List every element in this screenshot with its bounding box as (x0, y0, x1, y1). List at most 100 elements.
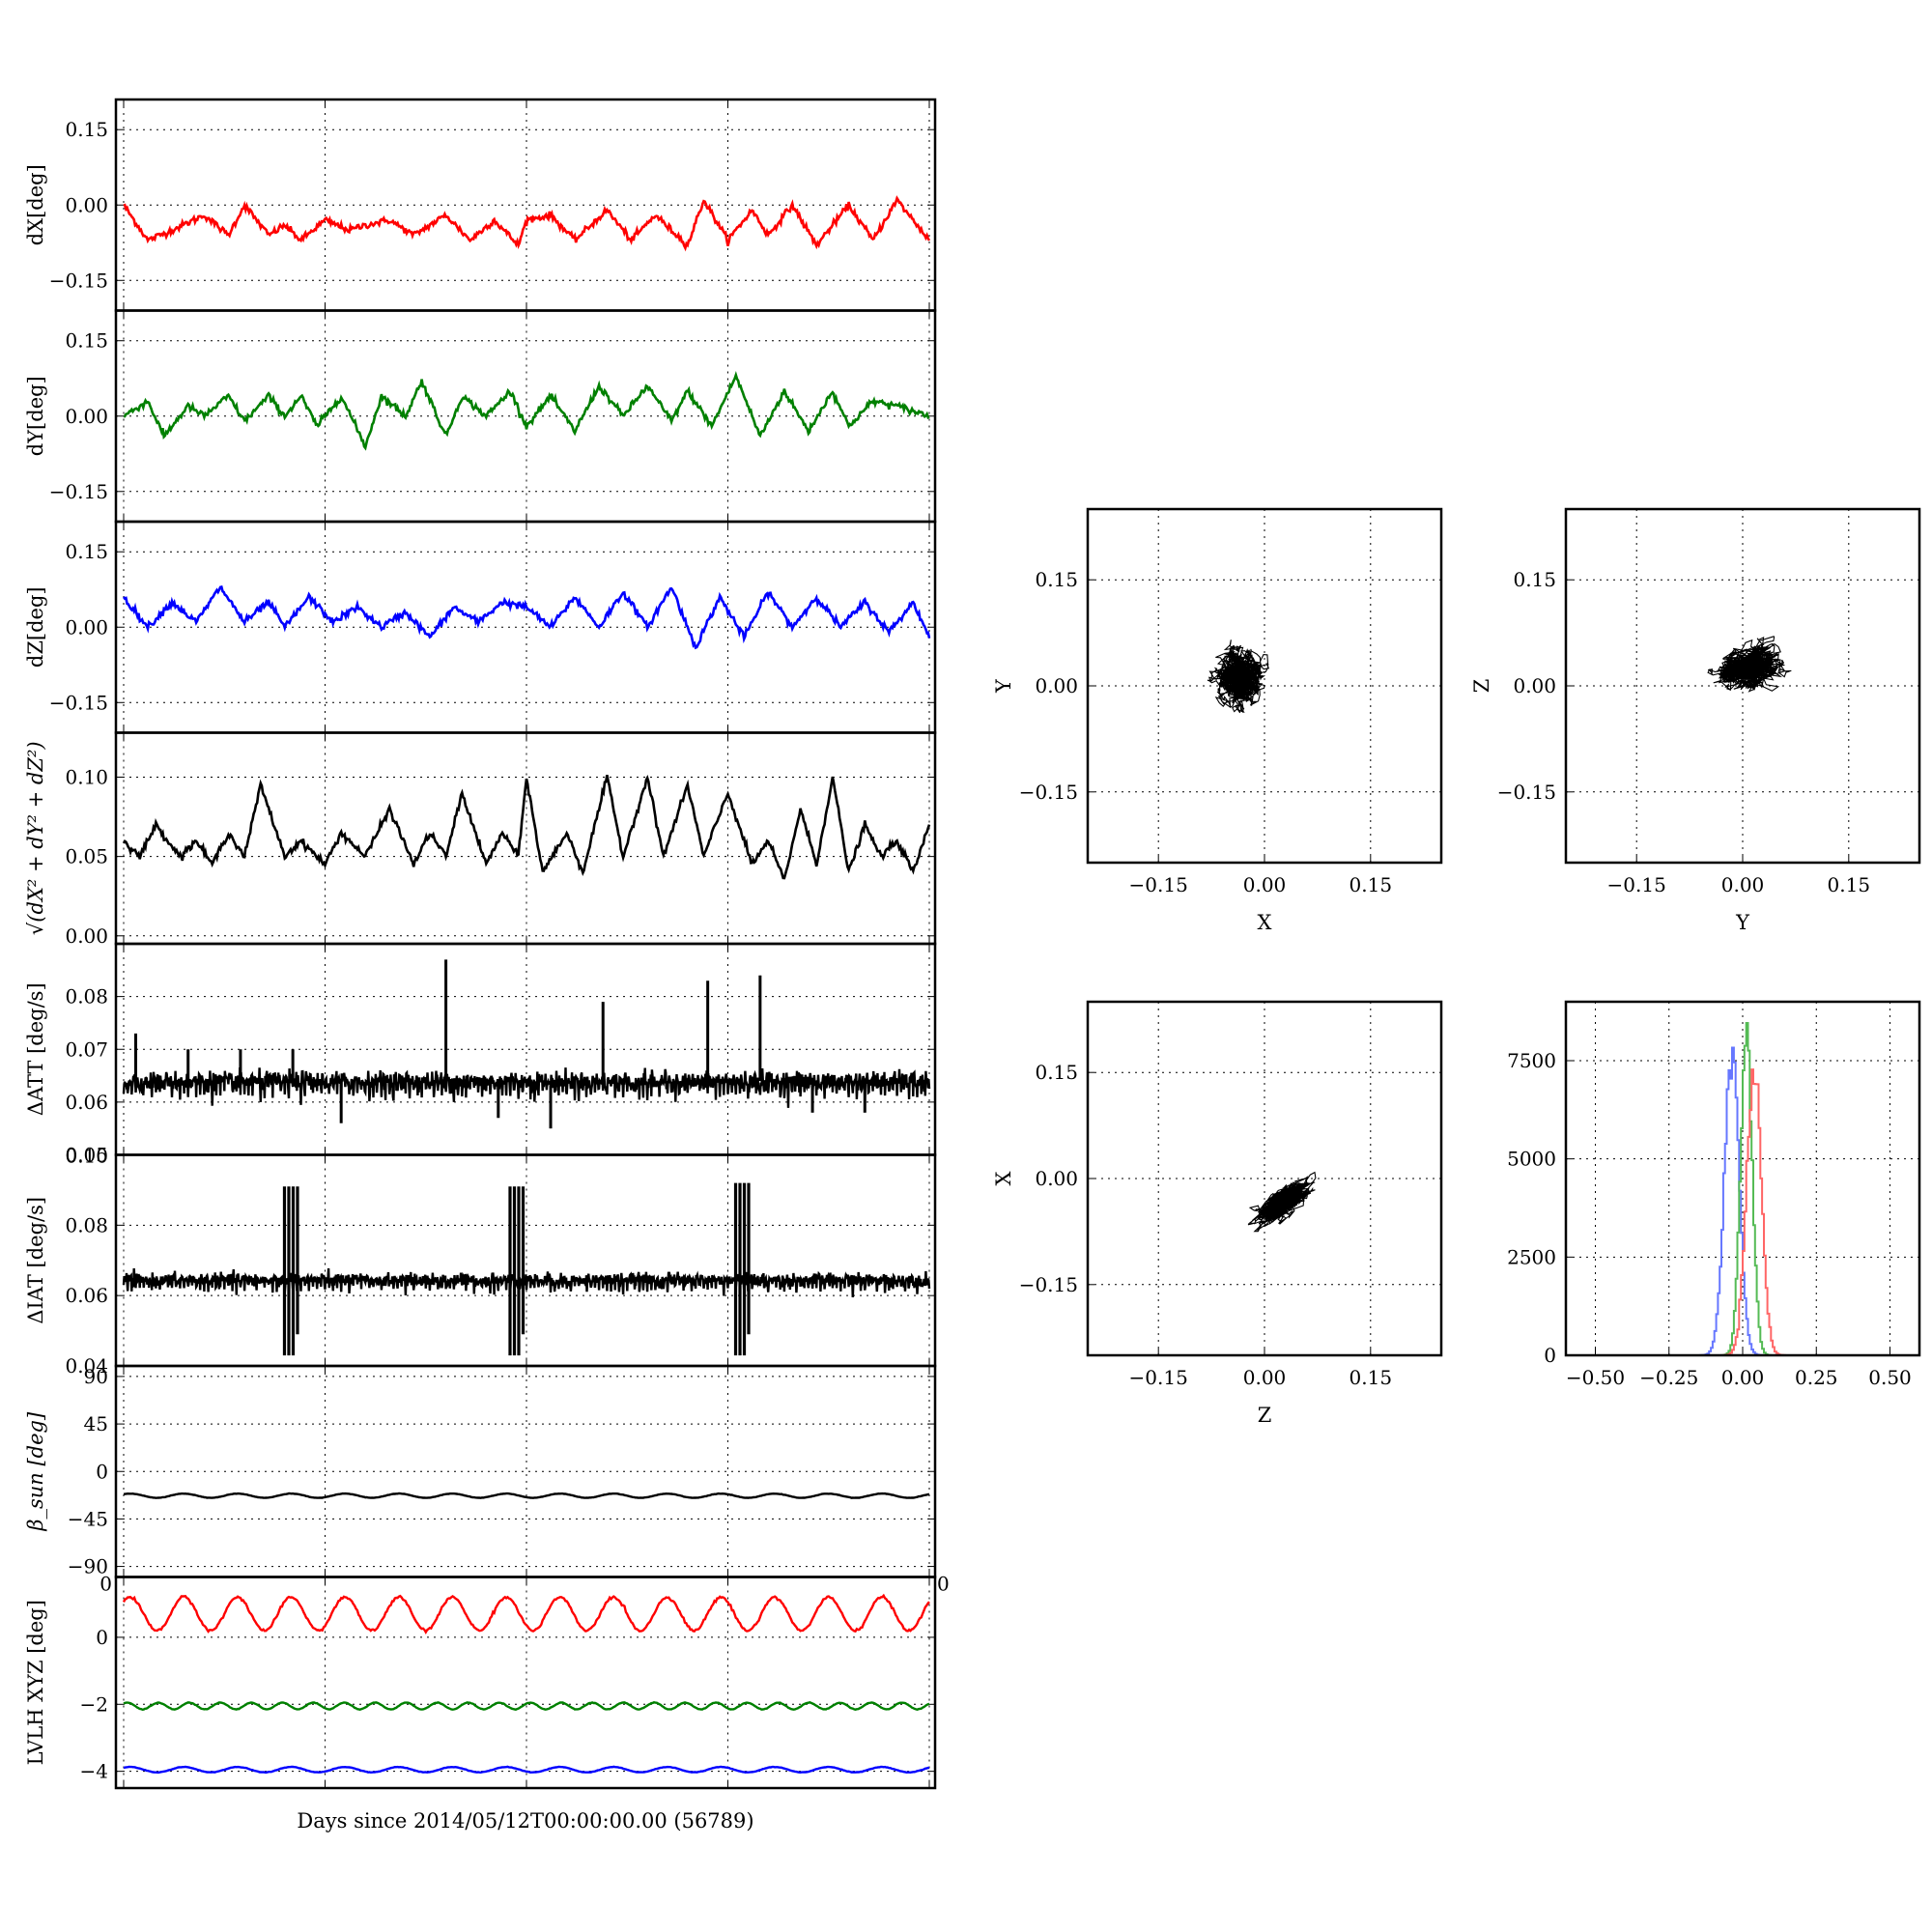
axes-frame (114, 1576, 937, 1790)
y-axis-label: LVLH XYZ [deg] (24, 1600, 47, 1765)
y-tick-label: 0.00 (65, 615, 108, 639)
x-tick-label: 0.00 (1243, 873, 1287, 896)
y-tick-label: −4 (80, 1760, 108, 1783)
axes-frame (1086, 507, 1443, 865)
scatter-trace (1247, 1171, 1317, 1233)
y-tick-label: 0.06 (65, 1284, 108, 1307)
y-tick-label: 0.00 (65, 193, 108, 216)
x-tick-label: 0.15 (1350, 1366, 1393, 1389)
y-tick-label: −0.15 (49, 269, 108, 292)
y-tick-label: −0.15 (1019, 1273, 1078, 1296)
x-tick-label: −0.15 (1607, 873, 1666, 896)
series-line-black (123, 1492, 930, 1499)
data-layer (122, 959, 931, 1129)
y-tick-label: 0.15 (1513, 568, 1556, 591)
axes-frame (1086, 1000, 1443, 1357)
y-tick-label: 0 (96, 1460, 108, 1483)
panel-dx: −0.15 0.00 0.15 dX[deg] (24, 98, 937, 312)
y-tick-label: 0.07 (65, 1037, 108, 1061)
x-tick-label: 0.00 (1721, 873, 1765, 896)
axes-frame (1564, 507, 1921, 865)
x-tick-label: 0.00 (1721, 1366, 1765, 1389)
y-tick-label: 0.00 (65, 924, 108, 948)
y-tick-label: 0.15 (1035, 1061, 1078, 1084)
data-layer (123, 195, 931, 252)
y-axis-label: √(dX² + dY² + dZ²) (24, 741, 47, 935)
common-x-axis-label: Days since 2014/05/12T00:00:00.00 (56789… (297, 1809, 753, 1833)
y-tick-label: 0.10 (65, 766, 108, 789)
series-line-blue (122, 585, 931, 650)
y-tick-label: −0.15 (49, 480, 108, 503)
x-axis-label: Y (1735, 911, 1750, 934)
panel-dz: −0.15 0.00 0.15 dZ[deg] (24, 520, 937, 734)
y-axis-label: Z (1470, 679, 1493, 694)
y-tick-label: 0.06 (65, 1091, 108, 1114)
y-tick-label: 0.00 (65, 405, 108, 428)
y-tick-label: 0.15 (65, 118, 108, 141)
x-axis-label: X (1258, 911, 1272, 934)
data-layer (122, 774, 931, 880)
y-tick-label: 90 (84, 1365, 108, 1388)
series-line-red (123, 195, 931, 252)
y-tick-label: 7500 (1507, 1049, 1556, 1072)
x-tick-label: 0.25 (1795, 1366, 1838, 1389)
y-axis-label: ΔIAT [deg/s] (24, 1197, 47, 1324)
data-layer (122, 1182, 931, 1356)
y-tick-label: 0.15 (1035, 568, 1078, 591)
y-axis-label: dZ[deg] (24, 586, 47, 668)
x-tick-label: 0.50 (1868, 1366, 1912, 1389)
series-line-black (122, 774, 931, 880)
y-tick-label: 2500 (1507, 1245, 1556, 1268)
x-tick-label: −0.15 (1129, 873, 1188, 896)
x-tick-label: 0.00 (1243, 1366, 1287, 1389)
axes-frame (1564, 1000, 1921, 1357)
data-layer (122, 585, 931, 650)
y-axis-label: ΔATT [deg/s] (24, 982, 47, 1116)
x-tick-label: −0.15 (1129, 1366, 1188, 1389)
y-tick-label: 0 (1544, 1344, 1556, 1367)
y-tick-label: 0.10 (65, 1145, 108, 1168)
data-layer (123, 1492, 930, 1499)
y-axis-label: dY[deg] (24, 376, 47, 456)
y-tick-label: −90 (68, 1555, 108, 1578)
y-tick-label: −0.15 (1019, 781, 1078, 804)
y-tick-label: 0.05 (65, 1144, 108, 1167)
series-line-green (123, 1701, 930, 1712)
y-tick-label: 0 (96, 1626, 108, 1649)
series-line-red (122, 1593, 930, 1634)
panel-yz: −0.15 −0.15 0.00 0.00 0.15 0.15 Y Z (1470, 507, 1921, 934)
x-tick-label: −0.50 (1566, 1366, 1625, 1389)
y-tick-label: 0.15 (65, 329, 108, 353)
y-axis-label: X (992, 1171, 1015, 1185)
panel-zx: −0.15 −0.15 0.00 0.00 0.15 0.15 Z X (992, 1000, 1443, 1427)
y-tick-label: 0.04 (65, 1354, 108, 1378)
y-tick-label: −0.15 (49, 691, 108, 714)
series-line-black (122, 1066, 931, 1108)
y-tick-label: 5000 (1507, 1148, 1556, 1171)
panel-hist: −0.50 −0.25 0.00 0.25 0.50 0 2500 5000 7500 (1507, 1000, 1921, 1389)
y-tick-label: 0.08 (65, 985, 108, 1009)
y-axis-label: β_sun [deg] (24, 1411, 47, 1532)
y-tick-label: 0.00 (1035, 1167, 1078, 1190)
y-tick-label: 0.00 (1513, 674, 1556, 697)
y-axis-label: Y (992, 678, 1015, 694)
scatter-trace (1707, 636, 1792, 693)
x-axis-label: Z (1258, 1404, 1272, 1427)
panel-lvlh: −4 −2 0 LVLH XYZ [deg] (24, 1576, 937, 1790)
series-line-blue (123, 1765, 930, 1775)
panel-datt: 0.05 0.06 0.07 0.08 ΔATT [deg/s] (24, 942, 937, 1167)
y-axis-label: dX[deg] (24, 164, 47, 245)
data-layer (123, 370, 930, 451)
y-tick-label: −0.15 (1497, 781, 1556, 804)
scatter-trace (1207, 639, 1270, 714)
y-tick-label: −45 (68, 1507, 108, 1530)
y-tick-label: 0.08 (65, 1213, 108, 1236)
y-tick-label: 45 (84, 1412, 108, 1435)
panel-xy: −0.15 −0.15 0.00 0.00 0.15 0.15 X Y (992, 507, 1443, 934)
data-layer (122, 1593, 930, 1775)
x-tick-label: 0.15 (1828, 873, 1871, 896)
x-tick-label: −0.25 (1639, 1366, 1698, 1389)
corner-tick-label: 0 (99, 1573, 112, 1596)
